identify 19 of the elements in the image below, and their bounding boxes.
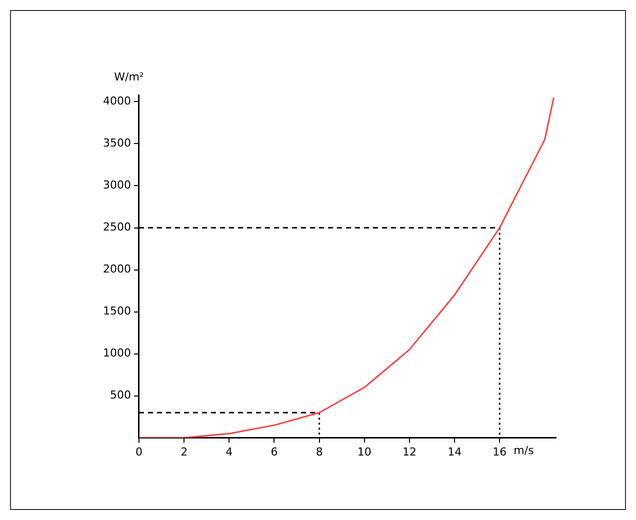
y-tick-label: 4000 <box>102 94 131 108</box>
x-tick-label: 12 <box>402 445 416 458</box>
x-tick-label: 6 <box>270 445 278 458</box>
y-tick-label: 3000 <box>102 178 131 192</box>
x-tick-label: 2 <box>180 445 188 458</box>
x-tick-label: 14 <box>448 445 462 458</box>
x-axis-title: m/s <box>514 444 534 458</box>
y-tick-label: 1500 <box>102 304 131 318</box>
y-tick-label: 3500 <box>102 136 131 150</box>
x-tick-label: 0 <box>135 445 142 458</box>
x-tick-label: 16 <box>492 445 507 458</box>
y-tick-label: 2500 <box>102 220 131 234</box>
x-tick-label: 4 <box>226 445 233 458</box>
y-axis-title: W/m² <box>114 70 144 84</box>
x-tick-label: 8 <box>316 445 323 458</box>
y-tick-label: 2000 <box>102 262 131 276</box>
y-tick-label: 500 <box>110 388 131 402</box>
y-tick-label: 1000 <box>102 346 131 360</box>
x-tick-label: 10 <box>357 445 372 458</box>
